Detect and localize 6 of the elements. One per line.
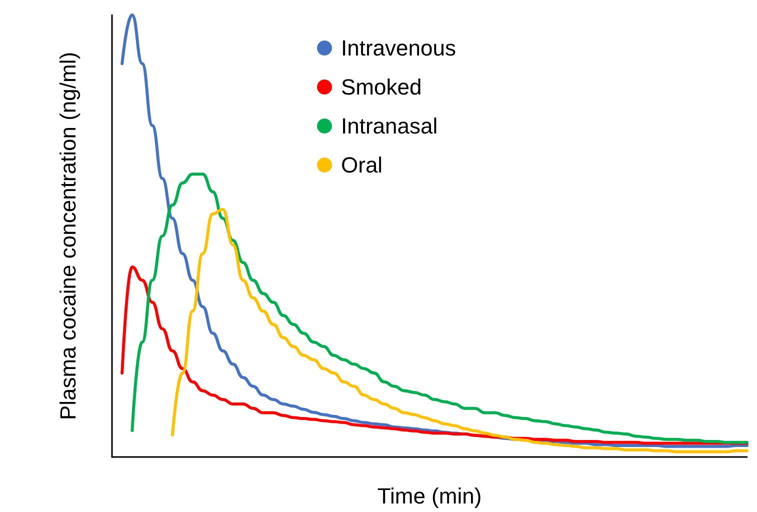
legend-label: Oral	[341, 152, 383, 178]
x-axis-title: Time (min)	[377, 484, 482, 508]
y-axis-title: Plasma cocaine concentration (ng/ml)	[56, 52, 80, 420]
legend-label: Intravenous	[341, 36, 456, 60]
legend-label: Intranasal	[341, 114, 438, 138]
legend-label: Smoked	[341, 74, 422, 100]
